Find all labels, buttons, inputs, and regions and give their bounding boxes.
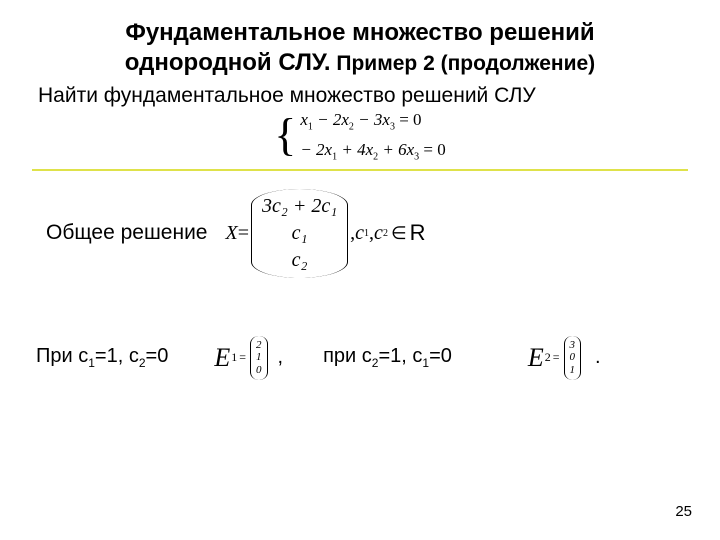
- general-solution-math: X = 3c₂ + 2c₁ c₁ c₂ , c1, c2 ∈R: [226, 189, 426, 278]
- case1-label: При с1=1, с2=0: [36, 345, 168, 370]
- title-line1: Фундаментальное множество решений: [32, 18, 688, 48]
- general-solution-row: Общее решение X = 3c₂ + 2c₁ c₁ c₂ , c1, …: [46, 189, 688, 278]
- E2-vector: E2= 3 0 1: [522, 336, 583, 380]
- problem-statement: Найти фундаментальное множество решений …: [38, 84, 688, 108]
- divider: [32, 169, 688, 171]
- page-number: 25: [675, 503, 692, 520]
- vec-row: 2: [256, 339, 262, 352]
- brace-icon: {: [274, 112, 296, 165]
- vec-row: c₁: [292, 222, 308, 245]
- E1-vector: E1= 2 1 0: [208, 336, 269, 380]
- equation-1: x1 − 2x2 − 3x3 = 0: [300, 110, 445, 132]
- case2-label: при с2=1, с1=0: [323, 345, 452, 370]
- vec-row: 1: [256, 351, 262, 364]
- title-line2b: Пример 2 (продолжение): [331, 52, 596, 75]
- vec-row: 0: [570, 351, 576, 364]
- equation-2: − 2x1 + 4x2 + 6x3 = 0: [300, 140, 445, 162]
- title-line2a: однородной СЛУ.: [125, 49, 331, 76]
- real-set: R: [410, 220, 426, 246]
- vec-row: 1: [570, 364, 576, 377]
- equation-system: { x1 − 2x2 − 3x3 = 0 − 2x1 + 4x2 + 6x3 =…: [32, 110, 688, 163]
- vec-row: c₂: [292, 249, 308, 272]
- vec-row: 3c₂ + 2c₁: [262, 195, 337, 218]
- particular-solutions-row: При с1=1, с2=0 E1= 2 1 0 , при с2=1, с1=…: [36, 336, 688, 380]
- final-dot: .: [595, 346, 601, 369]
- vec-row: 0: [256, 364, 262, 377]
- comma: ,: [278, 346, 284, 369]
- vec-row: 3: [570, 339, 576, 352]
- general-solution-label: Общее решение: [46, 221, 208, 245]
- title-line2: однородной СЛУ. Пример 2 (продолжение): [32, 48, 688, 78]
- element-of-icon: ∈: [391, 223, 407, 244]
- slide-title: Фундаментальное множество решений одноро…: [32, 18, 688, 78]
